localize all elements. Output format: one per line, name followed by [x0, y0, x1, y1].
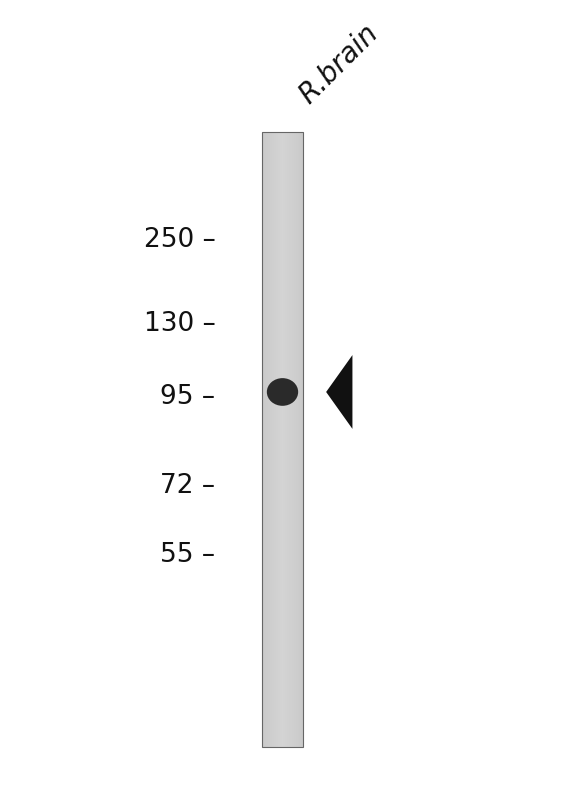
Bar [299, 132, 301, 747]
Bar [271, 132, 272, 747]
Bar [286, 132, 288, 747]
Bar [268, 132, 270, 747]
Bar [282, 132, 284, 747]
Bar [277, 132, 278, 747]
Bar [286, 132, 287, 747]
Bar [265, 132, 266, 747]
Bar [293, 132, 294, 747]
Bar [289, 132, 290, 747]
Bar [294, 132, 295, 747]
Text: 72 –: 72 – [160, 473, 215, 498]
Bar [273, 132, 274, 747]
Bar [263, 132, 264, 747]
Bar [266, 132, 267, 747]
Bar [279, 132, 280, 747]
Bar [273, 132, 275, 747]
Bar [303, 132, 304, 747]
Bar [301, 132, 302, 747]
Bar [290, 132, 292, 747]
Text: 250 –: 250 – [144, 226, 215, 253]
Bar [262, 132, 263, 747]
Ellipse shape [267, 378, 298, 406]
Bar [270, 132, 271, 747]
Bar [281, 132, 282, 747]
Bar [268, 132, 269, 747]
Bar [267, 132, 268, 747]
Bar [296, 132, 297, 747]
Bar [264, 132, 265, 747]
Bar [262, 132, 263, 747]
Bar [300, 132, 301, 747]
Bar [262, 132, 303, 747]
Bar [267, 132, 268, 747]
Bar [272, 132, 273, 747]
Polygon shape [326, 355, 353, 429]
Bar [285, 132, 286, 747]
Bar [298, 132, 299, 747]
Bar [276, 132, 277, 747]
Bar [298, 132, 300, 747]
Bar [289, 132, 291, 747]
Bar [276, 132, 277, 747]
Bar [282, 132, 283, 747]
Bar [295, 132, 297, 747]
Bar [288, 132, 289, 747]
Bar [297, 132, 298, 747]
Bar [291, 132, 292, 747]
Bar [271, 132, 272, 747]
Text: 130 –: 130 – [144, 311, 215, 338]
Bar [274, 132, 275, 747]
Bar [284, 132, 285, 747]
Bar [264, 132, 266, 747]
Bar [275, 132, 276, 747]
Bar [285, 132, 286, 747]
Bar [283, 132, 284, 747]
Bar [280, 132, 281, 747]
Bar [301, 132, 303, 747]
Bar [297, 132, 298, 747]
Bar [288, 132, 289, 747]
Text: 95 –: 95 – [160, 384, 215, 410]
Bar [277, 132, 279, 747]
Bar [294, 132, 295, 747]
Bar [292, 132, 294, 747]
Bar [302, 132, 303, 747]
Text: R.brain: R.brain [294, 19, 384, 109]
Bar [279, 132, 280, 747]
Bar [292, 132, 293, 747]
Bar [280, 132, 282, 747]
Bar [269, 132, 271, 747]
Text: 55 –: 55 – [160, 542, 215, 568]
